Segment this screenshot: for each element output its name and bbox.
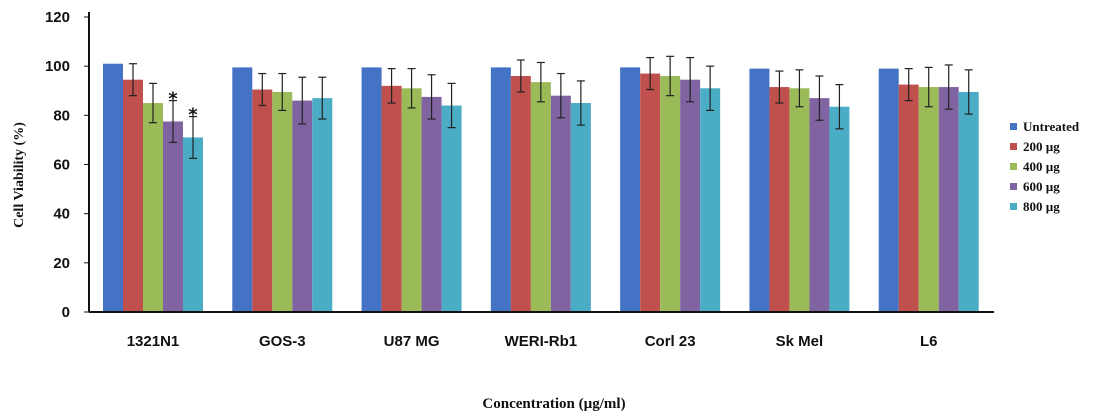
bar	[918, 87, 939, 312]
x-tick-label: L6	[920, 333, 938, 350]
annotations-layer: **	[168, 89, 198, 126]
legend-swatch	[1010, 123, 1017, 130]
bars-layer	[103, 63, 979, 313]
bar	[550, 95, 571, 313]
y-tick-label: 100	[45, 58, 70, 75]
x-tick-label: Corl 23	[645, 333, 696, 350]
significance-star: *	[188, 105, 198, 126]
bar	[292, 100, 313, 312]
y-axis-label: Cell Viability (%)	[12, 122, 27, 228]
y-tick-label: 0	[62, 304, 70, 321]
legend-label: 600 µg	[1023, 179, 1060, 194]
x-tick-label: U87 MG	[384, 333, 440, 350]
legend-swatch	[1010, 183, 1017, 190]
bar	[381, 85, 402, 312]
bar	[938, 87, 959, 312]
x-tick-label: WERI-Rb1	[505, 333, 578, 350]
bar	[898, 84, 919, 313]
legend: Untreated 200 µg 400 µg 600 µg 800 µg	[1010, 119, 1080, 214]
bar	[570, 103, 591, 313]
bar	[809, 98, 830, 312]
legend-label: 400 µg	[1023, 159, 1060, 174]
bar	[769, 87, 790, 312]
bar	[958, 91, 979, 313]
legend-label: Untreated	[1023, 119, 1080, 134]
bar	[829, 106, 850, 313]
bar	[312, 98, 333, 312]
bar	[490, 67, 511, 312]
bar	[510, 76, 531, 312]
error-bars-layer	[129, 55, 973, 159]
legend-swatch	[1010, 203, 1017, 210]
bar	[749, 68, 770, 312]
y-tick-label: 40	[53, 206, 70, 223]
bar	[660, 76, 681, 312]
bar	[640, 73, 661, 313]
bar	[232, 67, 253, 312]
bar	[252, 89, 273, 312]
legend-swatch	[1010, 143, 1017, 150]
x-ticks: 1321N1 GOS-3 U87 MG WERI-Rb1 Corl 23 Sk Mel L6	[127, 333, 938, 350]
legend-label: 200 µg	[1023, 139, 1060, 154]
bar	[620, 67, 641, 312]
x-tick-label: GOS-3	[259, 333, 306, 350]
x-tick-label: Sk Mel	[776, 333, 824, 350]
y-tick-label: 20	[53, 255, 70, 272]
bar	[401, 88, 422, 313]
legend-swatch	[1010, 163, 1017, 170]
legend-label: 800 µg	[1023, 199, 1060, 214]
bar	[163, 121, 183, 313]
y-tick-label: 60	[53, 157, 70, 174]
significance-star: *	[168, 89, 178, 110]
bar	[700, 88, 721, 313]
bar	[680, 79, 701, 312]
bar	[183, 137, 203, 312]
bar	[361, 67, 382, 312]
bar	[530, 82, 551, 312]
y-tick-label: 80	[53, 107, 70, 124]
y-ticks: 0 20 40 60 80 100 120	[45, 9, 89, 321]
bar	[421, 96, 442, 312]
x-axis-label: Concentration (µg/ml)	[482, 396, 625, 412]
bar	[272, 91, 293, 313]
bar	[441, 105, 462, 312]
bar	[878, 68, 899, 312]
bar	[143, 103, 163, 313]
bar	[123, 79, 143, 312]
bar	[789, 88, 810, 313]
bar	[103, 63, 123, 313]
y-tick-label: 120	[45, 9, 70, 26]
x-tick-label: 1321N1	[127, 333, 180, 350]
